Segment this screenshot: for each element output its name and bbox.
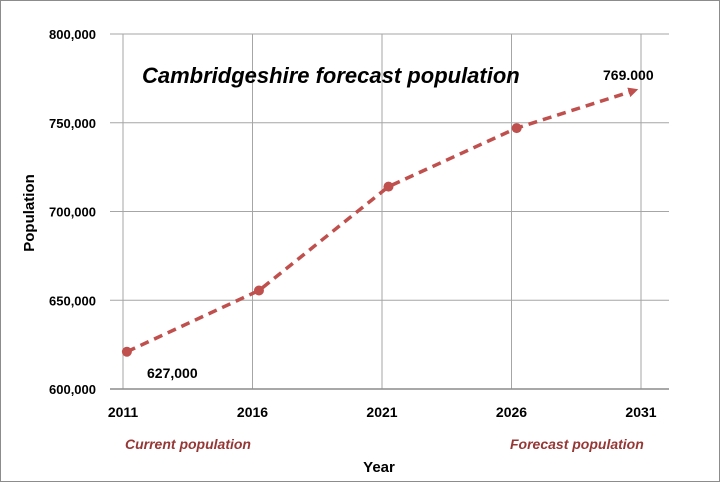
x-tick-label: 2011 (108, 404, 139, 420)
x-tick-labels: 2011 2016 2021 2026 2031 (108, 404, 657, 420)
end-value-label: 769.000 (603, 67, 654, 83)
data-point (121, 346, 132, 357)
data-point (511, 123, 522, 134)
series-population (121, 87, 639, 357)
series-line (126, 87, 639, 354)
gridlines (110, 33, 669, 389)
y-tick-label: 700,000 (49, 205, 96, 220)
x-tick-label: 2031 (625, 404, 656, 420)
chart-title: Cambridgeshire forecast population (142, 63, 520, 88)
y-axis-title: Population (21, 174, 38, 252)
current-population-note: Current population (125, 436, 251, 452)
x-tick-label: 2016 (237, 404, 268, 420)
y-tick-label: 750,000 (49, 116, 96, 131)
x-axis-title: Year (363, 459, 395, 476)
y-tick-label: 650,000 (49, 293, 96, 308)
data-point (383, 181, 394, 192)
y-tick-label: 800,000 (49, 27, 96, 42)
forecast-population-note: Forecast population (510, 436, 644, 452)
x-tick-label: 2021 (366, 404, 397, 420)
y-tick-labels: 600,000 650,000 700,000 750,000 800,000 (49, 27, 96, 397)
x-tick-label: 2026 (496, 404, 527, 420)
data-point (253, 285, 264, 296)
y-tick-label: 600,000 (49, 382, 96, 397)
start-value-label: 627,000 (147, 365, 198, 381)
